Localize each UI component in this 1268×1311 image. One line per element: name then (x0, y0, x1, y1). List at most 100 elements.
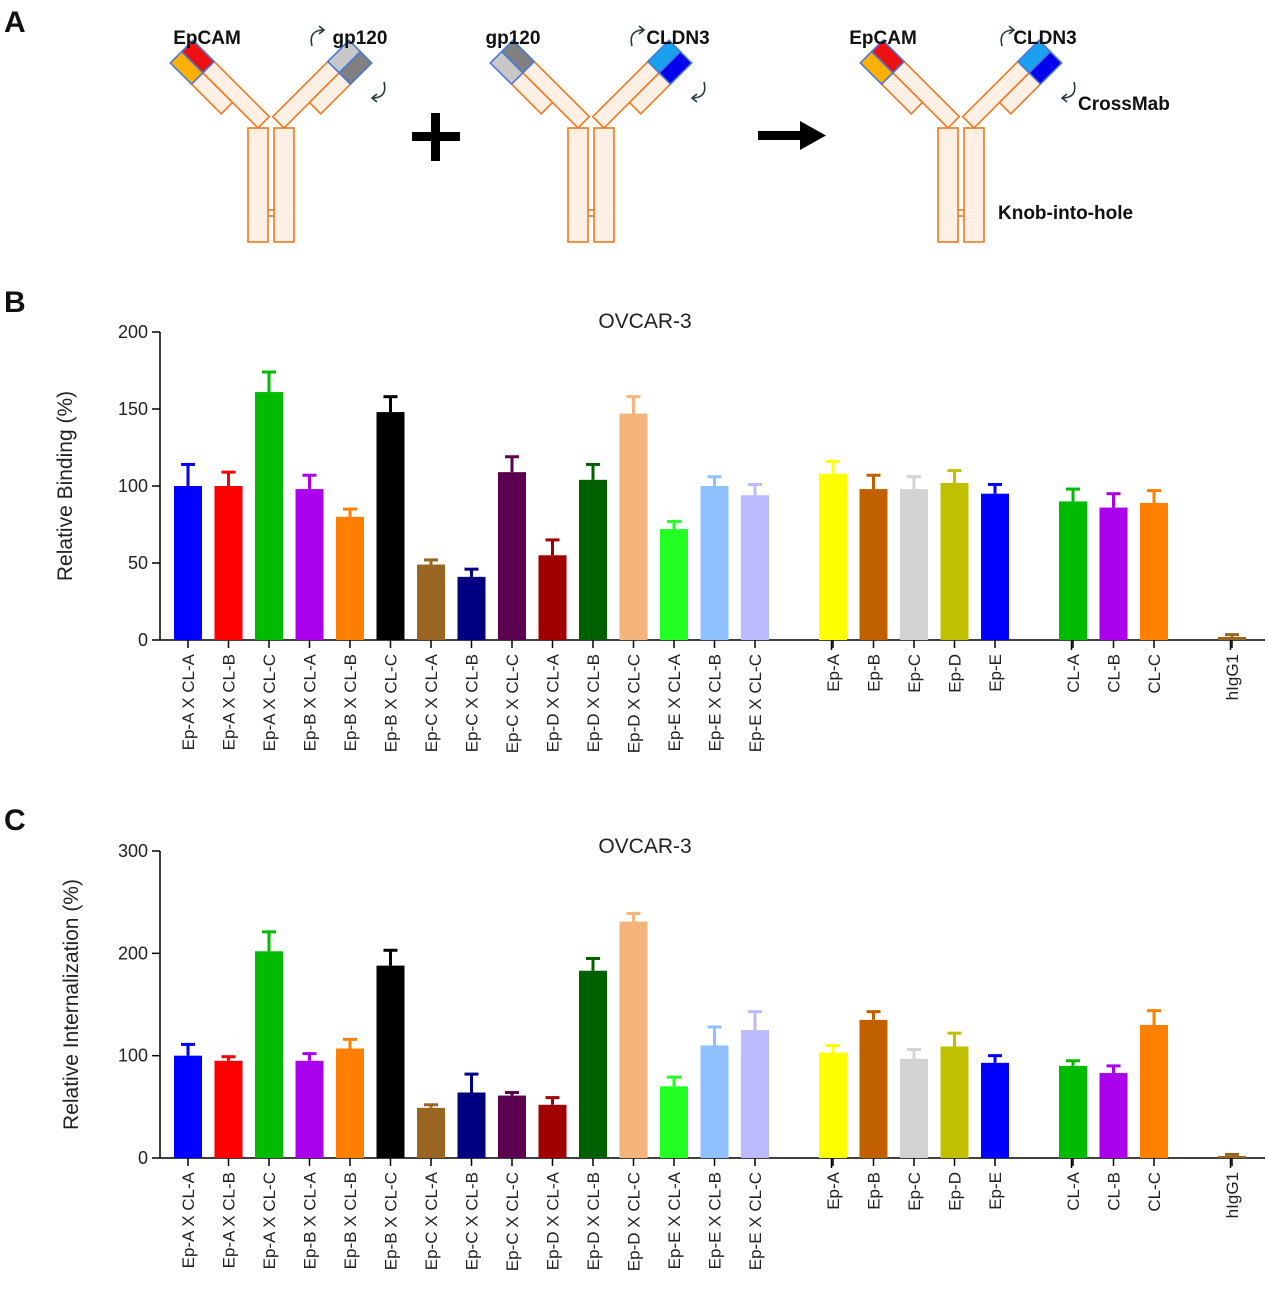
error-bar (302, 473, 317, 490)
x-tick-label: Ep-B X CL-A (301, 653, 320, 751)
x-tick-label: Ep-A X CL-A (179, 1171, 198, 1268)
x-tick-label: Ep-A X CL-B (220, 1172, 239, 1268)
bar (255, 951, 283, 1158)
error-bar (1147, 1009, 1161, 1025)
x-tick-label: Ep-B (865, 1172, 884, 1210)
error-bar (907, 475, 921, 490)
error-bar (866, 1010, 881, 1020)
bar (498, 1095, 526, 1158)
error-bar (748, 1010, 762, 1031)
y-axis-label: Relative Internalization (%) (60, 879, 83, 1130)
bar (981, 493, 1009, 640)
bar (579, 970, 607, 1158)
chain (273, 127, 295, 243)
error-bar (667, 1075, 681, 1087)
arrow (758, 121, 826, 150)
bar (295, 489, 324, 640)
y-tick-label: 100 (118, 476, 148, 496)
x-tick-label: Ep-A X CL-C (260, 1172, 279, 1269)
error-bar (545, 538, 560, 556)
bar (1099, 507, 1128, 640)
error-bar (464, 567, 479, 577)
error-bar (1106, 492, 1121, 508)
bar (900, 1058, 928, 1158)
error-bar (947, 1031, 962, 1047)
diagram-label: EpCAM (849, 28, 917, 49)
error-bar (626, 395, 641, 414)
chain (963, 127, 985, 243)
x-tick-label: Ep-D X CL-B (584, 654, 603, 752)
antibody (489, 25, 706, 243)
x-tick-label: Ep-E X CL-C (746, 1172, 765, 1270)
arm (859, 39, 961, 130)
bar (498, 472, 526, 640)
arm (961, 39, 1063, 130)
x-tick-label: hIgG1 (1223, 1172, 1242, 1218)
x-tick-label: Ep-B X CL-A (301, 1171, 320, 1269)
bar (619, 413, 648, 640)
bar (457, 576, 486, 640)
error-bar (262, 370, 276, 393)
x-tick-label: Ep-D X CL-A (544, 653, 563, 752)
bar (457, 1092, 486, 1158)
x-tick-label: Ep-D X CL-A (544, 1171, 563, 1270)
domain (338, 50, 373, 86)
bar (940, 1046, 969, 1158)
x-tick-label: CL-B (1105, 1172, 1124, 1211)
chain (567, 127, 589, 243)
error-bar (1147, 489, 1161, 503)
error-bar (1066, 487, 1080, 502)
error-bar (826, 459, 840, 474)
error-bar (748, 482, 762, 496)
bar (255, 392, 283, 640)
error-bar (907, 1048, 921, 1059)
y-tick-label: 100 (118, 1046, 148, 1066)
domain (1028, 50, 1063, 86)
x-tick-label: CL-C (1145, 654, 1164, 694)
diagram-label: EpCAM (173, 28, 241, 49)
error-bar (221, 470, 236, 486)
x-tick-label: CL-C (1145, 1172, 1164, 1212)
x-tick-label: Ep-E X CL-A (665, 653, 684, 751)
error-bar (1066, 1059, 1080, 1066)
error-bar (221, 1055, 236, 1061)
bar (214, 1060, 243, 1158)
error-bar (464, 1072, 479, 1093)
error-bar (343, 1037, 357, 1049)
x-tick-label: Ep-C X CL-A (422, 653, 441, 752)
x-tick-label: Ep-E (986, 654, 1005, 692)
bar (741, 495, 769, 640)
x-tick-label: Ep-D (946, 654, 965, 693)
x-tick-label: Ep-B (865, 654, 884, 692)
x-tick-label: Ep-C X CL-A (422, 1171, 441, 1270)
domain (859, 50, 894, 86)
panel-label: C (4, 804, 26, 837)
bar (940, 482, 969, 640)
x-tick-label: Ep-A X CL-A (179, 653, 198, 750)
x-tick-label: CL-A (1064, 653, 1083, 692)
error-bar (545, 1096, 560, 1105)
bar (900, 489, 928, 640)
x-tick-label: Ep-E X CL-B (706, 654, 725, 751)
x-tick-label: Ep-C X CL-B (463, 654, 482, 752)
curl-arrow (1060, 81, 1076, 103)
plus-sign (412, 113, 460, 161)
bar (819, 1052, 847, 1158)
x-tick-label: CL-B (1105, 654, 1124, 693)
y-tick-label: 150 (118, 399, 148, 419)
error-bar (667, 519, 681, 530)
bar (1140, 502, 1168, 640)
error-bar (343, 507, 357, 517)
antibody (859, 25, 1076, 243)
error-bar (424, 1103, 438, 1108)
bar (741, 1030, 769, 1158)
chart-title: OVCAR-3 (598, 310, 691, 333)
bar (1099, 1073, 1128, 1158)
bar (981, 1062, 1009, 1158)
bar (174, 1055, 202, 1158)
antibody (169, 25, 386, 243)
x-tick-label: Ep-C X CL-C (503, 654, 522, 753)
error-bar (707, 475, 722, 486)
curl-arrow (370, 81, 386, 103)
domain (169, 50, 204, 86)
